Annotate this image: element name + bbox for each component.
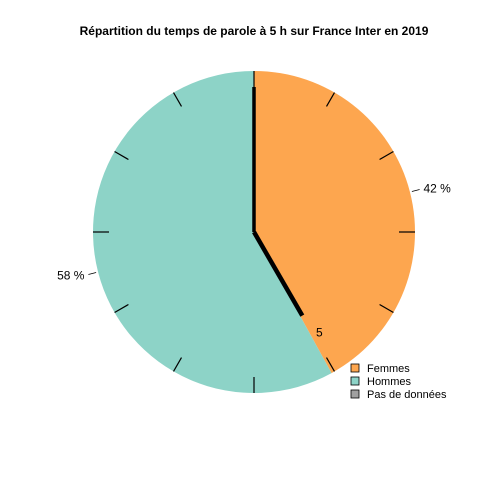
legend-label: Hommes <box>367 376 412 388</box>
clock-tick <box>379 303 394 314</box>
legend-swatch <box>350 376 360 386</box>
slice-label-leader <box>411 189 420 192</box>
chart-title: Répartition du temps de parole à 5 h sur… <box>80 24 429 38</box>
legend-swatch <box>350 363 360 373</box>
legend-label: Pas de données <box>367 389 447 401</box>
clock-tick <box>379 150 394 161</box>
clock-tick <box>114 303 129 314</box>
legend-swatch <box>350 389 360 399</box>
clock-hand: 5 <box>252 87 323 339</box>
slice-label-femmes: 42 % <box>424 181 452 195</box>
slice-label-leader <box>88 272 97 275</box>
clock-tick <box>325 357 336 372</box>
clock-tick <box>172 92 183 107</box>
slice-label-hommes: 58 % <box>57 269 85 283</box>
clock-hand-hour <box>252 230 305 317</box>
clock-tick <box>172 357 183 372</box>
clock-hour-label: 5 <box>316 325 323 339</box>
pie-slice-hommes <box>93 71 332 394</box>
clock-tick <box>114 150 129 161</box>
slice-labels: 42 % 58 % <box>57 181 451 282</box>
legend-label: Femmes <box>367 363 410 375</box>
clock-tick <box>325 92 336 107</box>
clock-ticks <box>93 71 415 393</box>
